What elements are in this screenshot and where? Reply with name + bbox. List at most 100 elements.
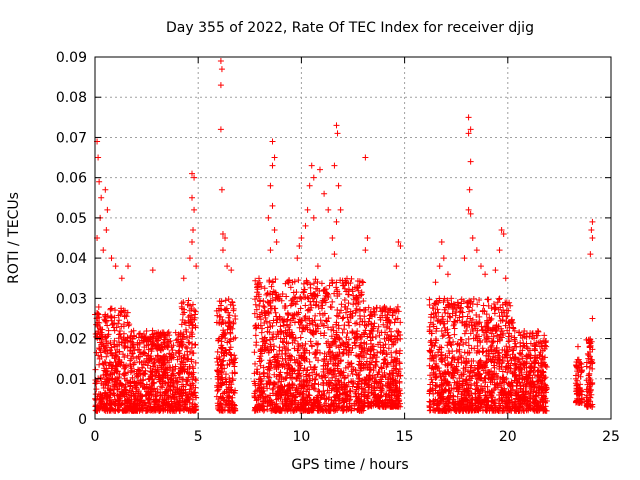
data-point	[106, 407, 113, 414]
data-point	[542, 397, 549, 404]
data-point	[372, 361, 379, 368]
data-point	[356, 307, 363, 314]
data-point	[353, 371, 360, 378]
data-point	[396, 359, 403, 366]
data-point	[354, 284, 361, 291]
data-point	[329, 374, 336, 381]
data-point	[286, 332, 293, 339]
data-point	[149, 380, 156, 387]
data-point	[312, 321, 319, 328]
data-point	[534, 403, 541, 410]
data-point	[164, 369, 171, 376]
data-point	[297, 343, 304, 350]
data-point	[137, 330, 144, 337]
data-point	[304, 366, 311, 373]
data-point	[528, 367, 535, 374]
data-point	[182, 343, 189, 350]
data-point	[167, 394, 174, 401]
data-point	[221, 350, 228, 357]
data-point	[323, 290, 330, 297]
data-point	[119, 407, 126, 414]
data-point	[373, 358, 380, 365]
data-point	[363, 350, 370, 357]
data-point	[495, 398, 502, 405]
data-point	[513, 383, 520, 390]
data-point	[431, 342, 438, 349]
data-point	[286, 381, 293, 388]
data-point	[123, 337, 130, 344]
data-point	[500, 331, 507, 338]
data-point	[443, 407, 450, 414]
data-point	[99, 333, 106, 340]
data-point	[281, 316, 288, 323]
data-point	[507, 399, 514, 406]
data-point	[189, 350, 196, 357]
data-point	[483, 359, 490, 366]
data-point	[179, 333, 186, 340]
data-point	[170, 342, 177, 349]
data-point	[120, 330, 127, 337]
data-point	[252, 301, 259, 308]
data-point	[225, 296, 232, 303]
data-point	[270, 380, 277, 387]
data-point	[502, 322, 509, 329]
data-point	[152, 372, 159, 379]
data-point	[192, 359, 199, 366]
data-point	[260, 338, 267, 345]
data-point	[395, 395, 402, 402]
data-point	[334, 402, 341, 409]
data-point	[525, 389, 532, 396]
data-point	[270, 331, 277, 338]
data-point	[227, 407, 234, 414]
data-point	[173, 395, 180, 402]
data-point	[505, 307, 512, 314]
data-point	[138, 334, 145, 341]
data-point	[117, 402, 124, 409]
data-point	[183, 376, 190, 383]
data-point	[511, 354, 518, 361]
data-point	[353, 305, 360, 312]
data-point	[503, 392, 510, 399]
data-point	[312, 312, 319, 319]
data-point	[357, 333, 364, 340]
data-point	[146, 356, 153, 363]
data-point	[376, 403, 383, 410]
data-point	[144, 338, 151, 345]
data-point	[517, 400, 524, 407]
data-point	[374, 371, 381, 378]
data-point	[483, 335, 490, 342]
data-point	[378, 364, 385, 371]
data-point	[151, 407, 158, 414]
data-point	[279, 347, 286, 354]
data-point	[180, 387, 187, 394]
data-point	[114, 363, 121, 370]
data-point	[96, 319, 103, 326]
data-point	[132, 384, 139, 391]
data-point	[577, 381, 584, 388]
data-point	[454, 299, 461, 306]
data-point	[293, 310, 300, 317]
data-point	[312, 285, 319, 292]
data-point	[256, 302, 263, 309]
data-point	[292, 359, 299, 366]
data-point	[174, 336, 181, 343]
data-point	[107, 405, 114, 412]
data-point	[586, 339, 593, 346]
data-point	[474, 327, 481, 334]
data-point	[311, 380, 318, 387]
data-point	[574, 356, 581, 363]
data-point	[96, 346, 103, 353]
data-point	[388, 354, 395, 361]
data-point	[122, 312, 129, 319]
data-point	[251, 380, 258, 387]
data-point	[154, 364, 161, 371]
data-point	[218, 375, 225, 382]
data-point	[333, 312, 340, 319]
data-point	[224, 397, 231, 404]
data-point	[366, 367, 373, 374]
data-point	[129, 367, 136, 374]
data-point	[510, 324, 517, 331]
data-point	[442, 309, 449, 316]
data-point	[316, 388, 323, 395]
